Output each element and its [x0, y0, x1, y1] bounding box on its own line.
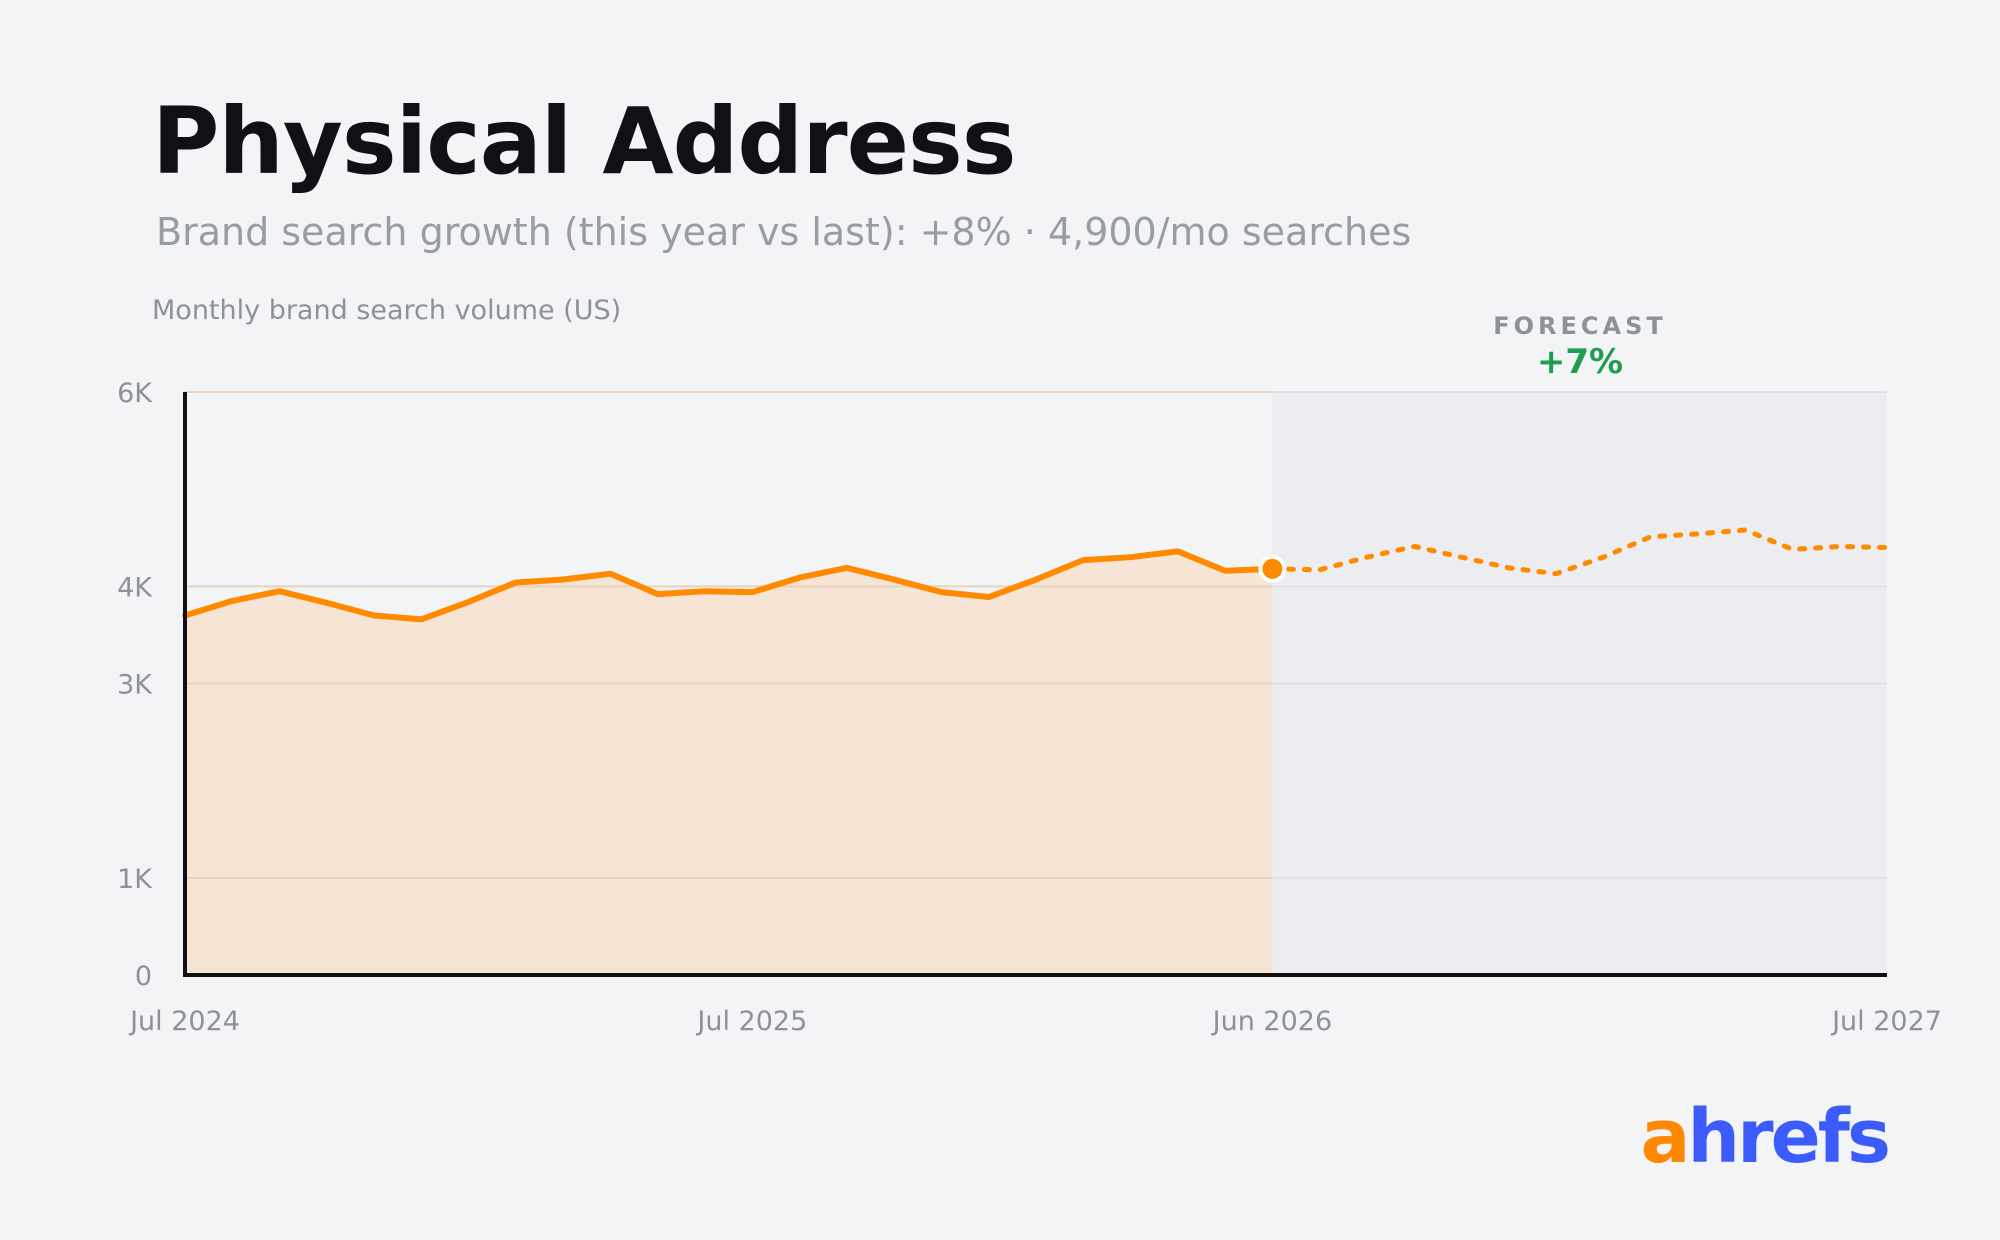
ahrefs-logo: ahrefs — [1640, 1100, 1891, 1174]
forecast-change: +7% — [1536, 342, 1624, 382]
x-tick-label: Jul 2024 — [128, 1006, 240, 1037]
y-tick-label: 0 — [135, 961, 152, 992]
logo-letter-a: a — [1640, 1094, 1690, 1180]
x-tick-label: Jul 2025 — [695, 1006, 807, 1037]
y-tick-label: 1K — [117, 864, 153, 895]
series-line-forecast — [1269, 527, 1890, 577]
chart-title: Physical Address — [152, 88, 1017, 195]
y-tick-label: 3K — [117, 670, 153, 701]
series-line-actual — [182, 548, 1276, 623]
actual-area — [185, 551, 1273, 975]
current-point-marker — [1258, 554, 1287, 583]
y-tick-label: 6K — [117, 378, 153, 409]
logo-rest: hrefs — [1687, 1094, 1891, 1180]
forecast-label: FORECAST — [1493, 312, 1667, 340]
y-tick-label: 4K — [117, 572, 153, 603]
chart-subtitle: Brand search growth (this year vs last):… — [156, 210, 1412, 254]
y-axis-label: Monthly brand search volume (US) — [152, 295, 622, 326]
x-tick-label: Jun 2026 — [1211, 1006, 1332, 1037]
x-tick-label: Jul 2027 — [1830, 1006, 1942, 1037]
